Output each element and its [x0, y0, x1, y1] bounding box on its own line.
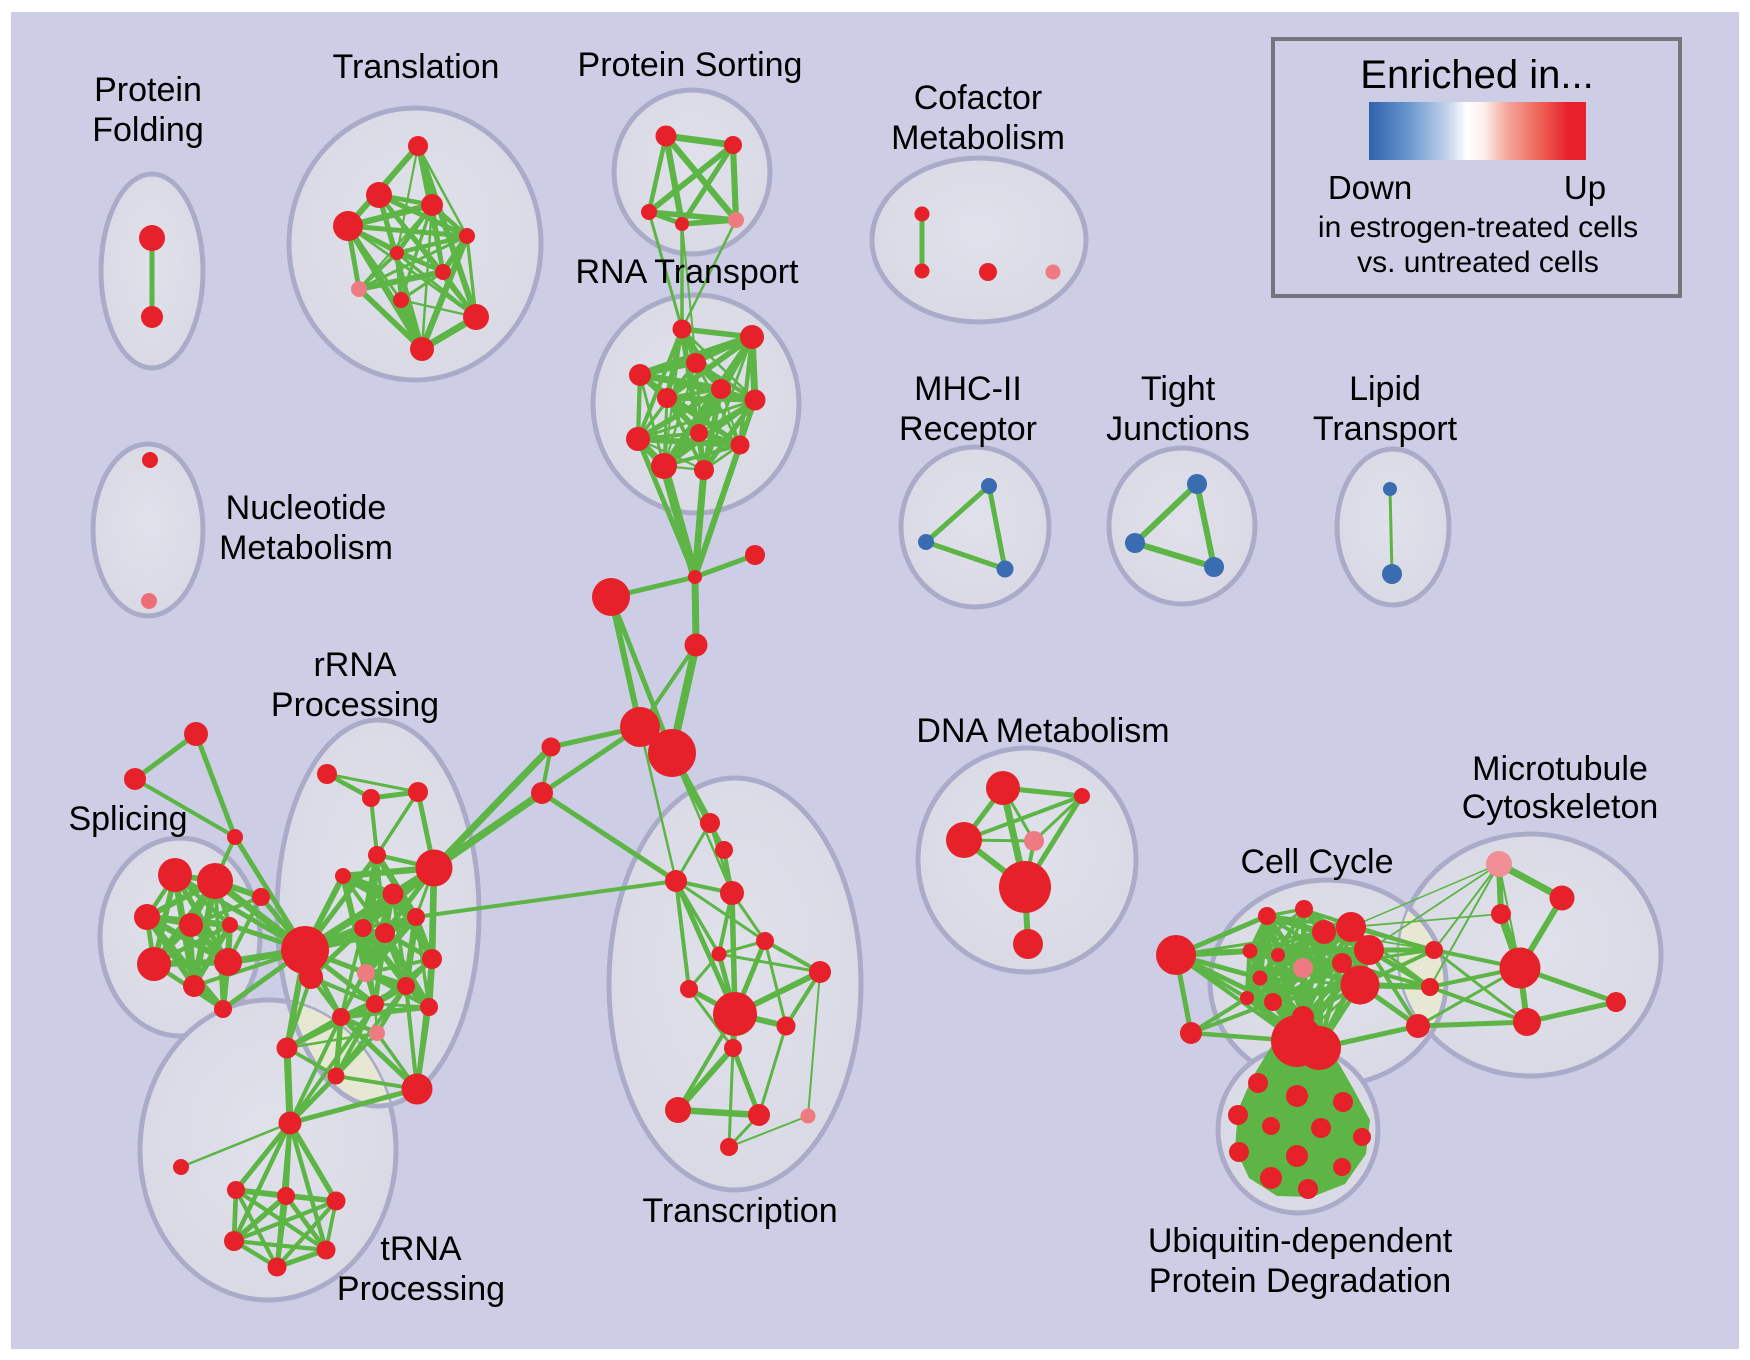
- svg-text:Lipid: Lipid: [1349, 370, 1421, 408]
- svg-text:Junctions: Junctions: [1106, 410, 1250, 448]
- svg-text:Processing: Processing: [337, 1270, 505, 1308]
- svg-text:Down: Down: [1328, 169, 1412, 206]
- svg-text:Metabolism: Metabolism: [891, 119, 1065, 157]
- svg-text:rRNA: rRNA: [313, 646, 396, 684]
- svg-text:Metabolism: Metabolism: [219, 529, 393, 567]
- svg-text:Receptor: Receptor: [899, 410, 1037, 448]
- svg-text:Cell Cycle: Cell Cycle: [1240, 843, 1393, 881]
- svg-text:DNA Metabolism: DNA Metabolism: [916, 712, 1169, 750]
- svg-text:Protein: Protein: [94, 71, 202, 109]
- svg-text:vs. untreated cells: vs. untreated cells: [1357, 246, 1599, 279]
- svg-text:Transport: Transport: [1313, 410, 1458, 448]
- svg-text:Processing: Processing: [271, 686, 439, 724]
- svg-text:Transcription: Transcription: [642, 1192, 837, 1230]
- svg-text:Tight: Tight: [1141, 370, 1216, 408]
- svg-text:Enriched in...: Enriched in...: [1360, 53, 1593, 97]
- svg-text:Ubiquitin-dependent: Ubiquitin-dependent: [1148, 1222, 1453, 1260]
- svg-text:Protein Sorting: Protein Sorting: [578, 46, 803, 84]
- svg-text:Protein Degradation: Protein Degradation: [1149, 1262, 1451, 1300]
- svg-text:tRNA: tRNA: [380, 1230, 462, 1268]
- svg-text:Cytoskeleton: Cytoskeleton: [1462, 788, 1659, 826]
- svg-text:Translation: Translation: [333, 48, 500, 86]
- svg-text:in estrogen-treated cells: in estrogen-treated cells: [1318, 211, 1638, 244]
- svg-text:Microtubule: Microtubule: [1472, 750, 1648, 788]
- svg-text:Nucleotide: Nucleotide: [226, 489, 387, 527]
- svg-text:Folding: Folding: [92, 111, 204, 149]
- svg-text:RNA Transport: RNA Transport: [576, 253, 800, 291]
- svg-text:Up: Up: [1564, 169, 1606, 206]
- svg-text:Cofactor: Cofactor: [914, 79, 1043, 117]
- svg-text:Splicing: Splicing: [68, 800, 187, 838]
- svg-text:MHC-II: MHC-II: [914, 370, 1022, 408]
